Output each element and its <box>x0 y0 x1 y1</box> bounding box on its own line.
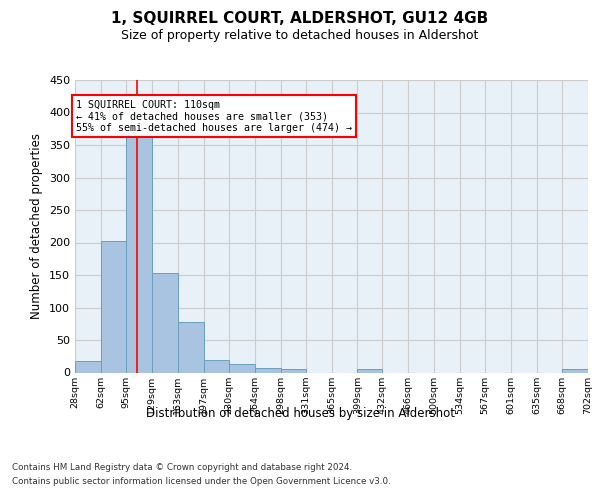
Text: Contains HM Land Registry data © Crown copyright and database right 2024.: Contains HM Land Registry data © Crown c… <box>12 464 352 472</box>
Text: Distribution of detached houses by size in Aldershot: Distribution of detached houses by size … <box>146 408 455 420</box>
Bar <box>178 322 203 372</box>
Text: 1 SQUIRREL COURT: 110sqm
← 41% of detached houses are smaller (353)
55% of semi-: 1 SQUIRREL COURT: 110sqm ← 41% of detach… <box>76 100 352 132</box>
Bar <box>358 369 382 372</box>
Bar <box>229 364 254 372</box>
Bar <box>75 362 101 372</box>
Y-axis label: Number of detached properties: Number of detached properties <box>31 133 43 320</box>
Bar <box>126 135 152 372</box>
Bar <box>203 360 229 372</box>
Bar <box>562 369 588 372</box>
Text: Size of property relative to detached houses in Aldershot: Size of property relative to detached ho… <box>121 29 479 42</box>
Bar <box>254 368 281 372</box>
Bar <box>281 369 305 372</box>
Bar <box>101 241 126 372</box>
Bar <box>152 273 178 372</box>
Text: Contains public sector information licensed under the Open Government Licence v3: Contains public sector information licen… <box>12 477 391 486</box>
Text: 1, SQUIRREL COURT, ALDERSHOT, GU12 4GB: 1, SQUIRREL COURT, ALDERSHOT, GU12 4GB <box>112 11 488 26</box>
